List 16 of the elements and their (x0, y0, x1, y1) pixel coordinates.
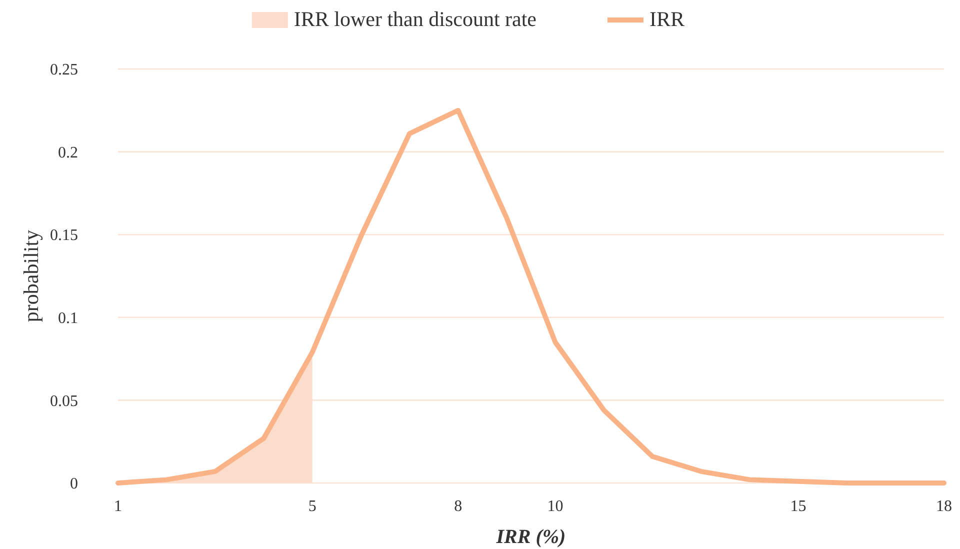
y-tick-label: 0 (70, 476, 78, 493)
y-tick-label: 0.25 (50, 62, 78, 79)
x-tick-label: 18 (936, 498, 952, 515)
legend-label: IRR lower than discount rate (294, 7, 537, 31)
x-tick-label: 8 (454, 498, 462, 515)
x-tick-label: 15 (790, 498, 806, 515)
x-tick-label: 1 (114, 498, 122, 515)
y-tick-label: 0.2 (58, 144, 78, 162)
y-tick-label: 0.1 (58, 310, 78, 327)
legend-label: IRR (650, 7, 685, 31)
y-tick-label: 0.15 (50, 227, 78, 244)
y-axis-title: probability (19, 229, 43, 322)
y-tick-label: 0.05 (50, 392, 78, 410)
x-axis-title: IRR (%) (495, 526, 566, 548)
x-tick-label: 10 (547, 498, 564, 515)
x-tick-label: 5 (308, 498, 316, 515)
